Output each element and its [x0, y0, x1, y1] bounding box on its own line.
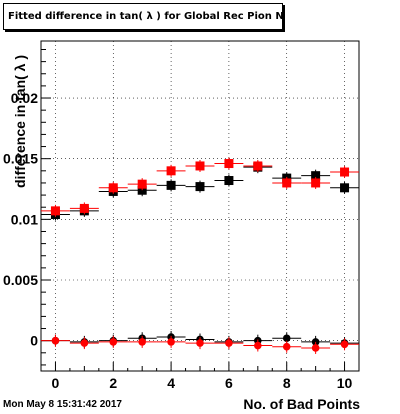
plot-frame — [40, 40, 360, 372]
data-point-square — [311, 171, 321, 181]
data-point-circle — [109, 338, 118, 346]
data-point-circle — [311, 338, 320, 346]
data-point-circle — [51, 336, 60, 345]
data-point-square — [79, 203, 89, 213]
data-point-square — [224, 176, 234, 186]
y-tick-label: 0.015 — [3, 151, 38, 167]
y-axis-label: difference in tan( λ ) — [12, 54, 28, 188]
data-point-square — [340, 183, 350, 193]
data-point-square — [311, 178, 321, 188]
x-tick-label: 6 — [225, 375, 233, 391]
data-point-square — [195, 182, 205, 192]
data-point-square — [166, 166, 176, 176]
data-point-circle — [225, 339, 233, 347]
y-tick-label: 0.005 — [3, 272, 38, 288]
data-point-square — [50, 206, 60, 216]
data-point-square — [224, 159, 234, 169]
data-point-circle — [138, 338, 146, 346]
data-point-circle — [196, 339, 204, 347]
x-tick-label: 8 — [283, 375, 291, 391]
data-point-circle — [254, 341, 262, 350]
data-point-circle — [282, 342, 291, 351]
x-tick-label: 2 — [109, 375, 117, 391]
data-point-circle — [167, 338, 175, 346]
x-tick-label: 4 — [167, 375, 175, 391]
data-point-square — [137, 179, 147, 189]
data-point-circle — [340, 340, 349, 349]
data-point-circle — [282, 334, 291, 343]
x-tick-label: 0 — [52, 375, 60, 391]
data-point-circle — [80, 339, 89, 347]
y-tick-label: 0.02 — [11, 90, 38, 106]
chart-title: Fitted difference in tan( λ ) for Global… — [3, 3, 283, 30]
data-point-circle — [311, 344, 320, 352]
data-point-square — [253, 161, 263, 171]
x-tick-label: 10 — [337, 375, 353, 391]
data-point-square — [282, 178, 292, 188]
data-point-square — [108, 183, 118, 193]
data-point-square — [137, 185, 147, 195]
x-axis-label: No. of Bad Points — [243, 396, 360, 412]
data-point-square — [166, 180, 176, 190]
y-tick-label: 0.01 — [11, 211, 38, 227]
timestamp: Mon May 8 15:31:42 2017 — [3, 399, 122, 410]
data-point-square — [340, 167, 350, 177]
y-tick-label: 0 — [30, 333, 38, 349]
data-point-square — [195, 161, 205, 171]
